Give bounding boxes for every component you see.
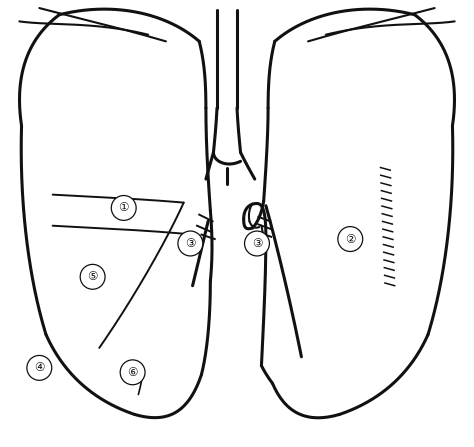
Text: ④: ④ [34,361,45,375]
Circle shape [245,231,269,256]
Text: ②: ② [345,232,356,245]
Circle shape [338,227,363,252]
Circle shape [111,195,136,220]
Text: ③: ③ [185,237,196,250]
Circle shape [120,360,145,385]
Text: ⑥: ⑥ [128,366,138,379]
Circle shape [178,231,203,256]
Text: ③: ③ [252,237,262,250]
Text: ⑤: ⑤ [87,270,98,283]
Circle shape [27,355,52,380]
Circle shape [80,264,105,289]
Text: ①: ① [118,202,129,215]
